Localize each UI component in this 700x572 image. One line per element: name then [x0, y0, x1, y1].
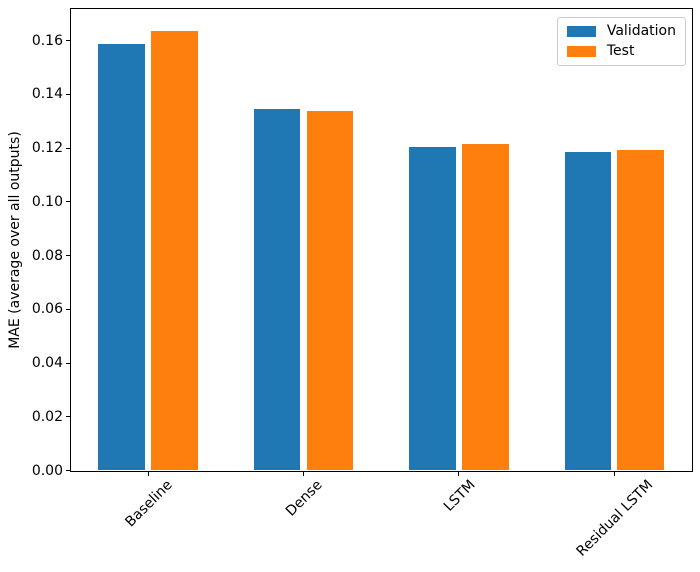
bar-validation-dense	[253, 109, 301, 471]
x-tick-mark	[458, 471, 460, 476]
x-tick-label: Baseline	[122, 477, 176, 531]
validation-color-swatch	[566, 26, 596, 37]
y-tick-mark	[66, 147, 70, 149]
bar-test-lstm	[462, 144, 509, 471]
x-tick-mark	[613, 471, 615, 476]
bar-test-baseline	[151, 30, 198, 471]
y-tick-label: 0.14	[31, 86, 63, 103]
y-tick-mark	[66, 416, 70, 418]
y-tick-mark	[66, 93, 70, 95]
y-tick-mark	[66, 362, 70, 364]
bar-validation-baseline	[98, 43, 146, 471]
y-tick-label: 0.02	[31, 408, 63, 425]
y-tick-mark	[66, 255, 70, 257]
y-tick-mark	[66, 470, 70, 471]
y-tick-label: 0.10	[31, 193, 63, 210]
x-tick-label: LSTM	[441, 477, 479, 515]
y-tick-label: 0.16	[31, 32, 63, 49]
x-tick-label: Dense	[283, 477, 326, 520]
x-tick-mark	[303, 471, 305, 476]
y-tick-mark	[66, 201, 70, 203]
y-tick-mark	[66, 40, 70, 42]
y-tick-label: 0.12	[31, 140, 63, 157]
x-tick-label: Residual LSTM	[573, 477, 657, 560]
y-tick-label: 0.06	[31, 301, 63, 318]
legend-item-test: Test	[566, 43, 676, 59]
x-tick-mark	[147, 471, 149, 476]
y-tick-label: 0.08	[31, 247, 63, 264]
bar-test-dense	[306, 111, 354, 471]
legend: Validation Test	[556, 17, 686, 66]
y-tick-label: 0.00	[31, 462, 63, 479]
y-tick-mark	[66, 308, 70, 310]
bar-validation-lstm	[409, 146, 456, 471]
legend-label-test: Test	[606, 43, 635, 59]
legend-item-validation: Validation	[566, 23, 676, 39]
y-tick-label: 0.04	[31, 355, 63, 372]
legend-label-validation: Validation	[606, 23, 676, 39]
bar-validation-residual-lstm	[564, 151, 612, 471]
bar-test-residual-lstm	[617, 149, 665, 471]
test-color-swatch	[566, 46, 596, 57]
